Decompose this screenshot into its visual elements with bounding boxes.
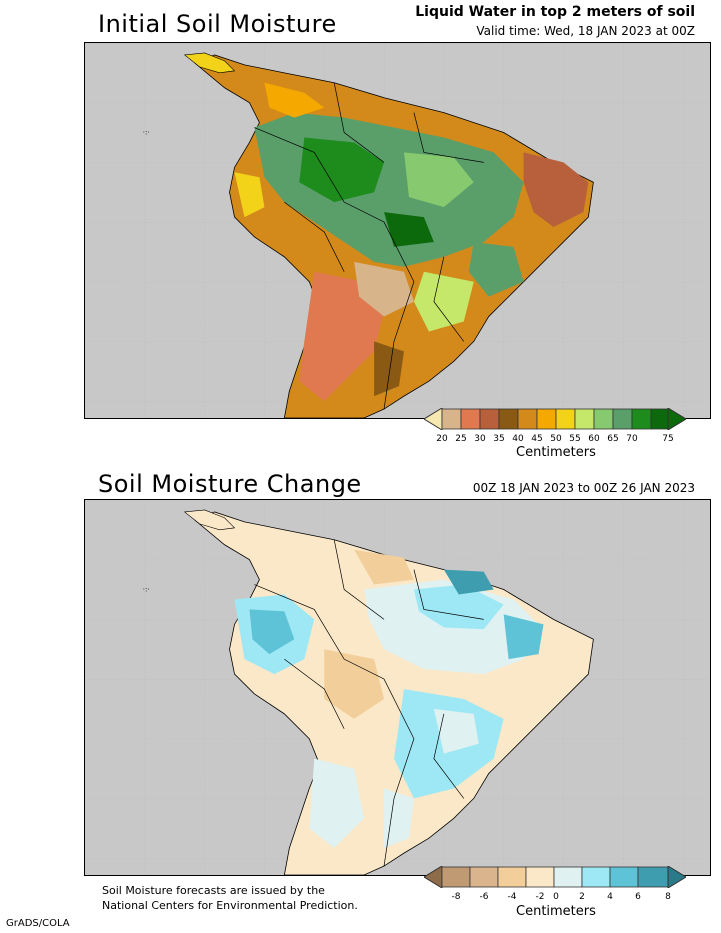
top-colorbar-tick: 55 — [569, 434, 581, 444]
bottom-map-title: Soil Moisture Change — [98, 470, 362, 498]
footnote: Soil Moisture forecasts are issued by th… — [102, 883, 358, 913]
northeast-dry-region — [523, 152, 589, 228]
bottom-colorbar-high-arrow — [667, 866, 686, 888]
bottom-colorbar-tick: 8 — [665, 892, 671, 902]
bottom-colorbar-tick: -8 — [451, 892, 461, 902]
bottom-colorbar-tick: 4 — [607, 892, 613, 902]
galapagos-islands-marker: ·:· — [143, 586, 150, 594]
top-colorbar-tick: 75 — [662, 434, 674, 444]
top-map-title: Initial Soil Moisture — [98, 10, 337, 38]
bottom-colorbar-tick: 2 — [579, 892, 585, 902]
central-america — [183, 509, 236, 531]
bottom-colorbar-unit: Centimeters — [516, 904, 596, 919]
soil-moisture-change-map: ·:· — [84, 499, 711, 876]
bottom-map-period: 00Z 18 JAN 2023 to 00Z 26 JAN 2023 — [472, 481, 695, 495]
top-colorbar-graphic — [424, 408, 686, 430]
initial-soil-moisture-map: ·:· — [84, 42, 711, 419]
central-america — [183, 52, 236, 74]
top-colorbar-tick: 70 — [626, 434, 638, 444]
top-map-subtitle: Liquid Water in top 2 meters of soil — [415, 4, 695, 20]
soil-moisture-change-map-svg: ·:· — [85, 500, 710, 875]
footnote-line-1: Soil Moisture forecasts are issued by th… — [102, 884, 325, 897]
drying-region — [324, 649, 385, 719]
bottom-colorbar-tick: 6 — [635, 892, 641, 902]
top-colorbar: 20 25 30 35 40 45 50 55 60 65 70 75 Cent… — [424, 408, 686, 460]
bottom-colorbar: -8 -6 -4 -2 0 2 4 6 8 Centimeters — [424, 866, 686, 920]
bottom-colorbar-tick: -6 — [479, 892, 489, 902]
footnote-line-2: National Centers for Environmental Predi… — [102, 899, 358, 912]
bottom-colorbar-tick: -4 — [507, 892, 517, 902]
top-colorbar-tick: 30 — [474, 434, 486, 444]
top-colorbar-tick: 25 — [455, 434, 467, 444]
top-colorbar-low-arrow — [424, 408, 443, 430]
top-colorbar-tick: 20 — [436, 434, 448, 444]
initial-soil-moisture-map-svg: ·:· — [85, 43, 710, 418]
top-colorbar-tick: 50 — [550, 434, 562, 444]
top-colorbar-tick: 65 — [607, 434, 619, 444]
galapagos-islands-marker: ·:· — [143, 129, 150, 137]
top-map-valid-time: Valid time: Wed, 18 JAN 2023 at 00Z — [476, 24, 695, 38]
top-colorbar-tick: 60 — [588, 434, 600, 444]
top-colorbar-tick: 40 — [512, 434, 524, 444]
bottom-colorbar-low-arrow — [424, 866, 443, 888]
bottom-colorbar-tick: -2 — [535, 892, 545, 902]
bottom-colorbar-graphic — [424, 866, 686, 888]
top-colorbar-tick: 35 — [493, 434, 505, 444]
top-colorbar-unit: Centimeters — [516, 445, 596, 460]
bottom-colorbar-tick: 0 — [553, 892, 559, 902]
top-colorbar-high-arrow — [667, 408, 686, 430]
top-colorbar-tick: 45 — [531, 434, 543, 444]
grads-cola-credit: GrADS/COLA — [6, 918, 70, 929]
